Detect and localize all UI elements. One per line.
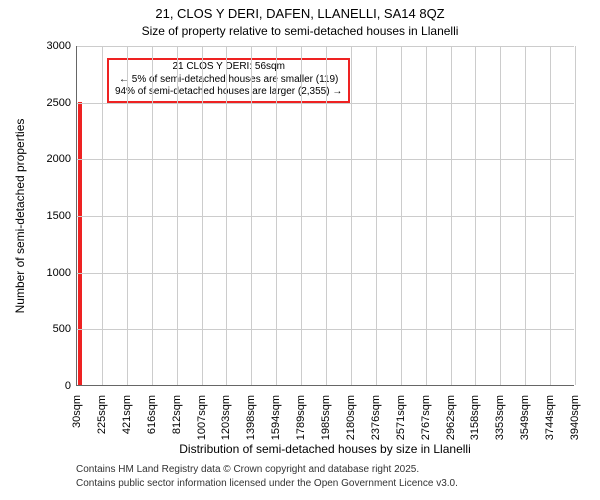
x-tick-label: 2376sqm	[370, 395, 382, 440]
gridline-v	[500, 46, 501, 385]
y-tick-label: 1000	[47, 267, 71, 279]
x-tick-label: 1789sqm	[295, 395, 307, 440]
gridline-v	[475, 46, 476, 385]
gridline-v	[152, 46, 153, 385]
y-tick-label: 2500	[47, 97, 71, 109]
x-tick-label: 3158sqm	[469, 395, 481, 440]
gridline-v	[301, 46, 302, 385]
gridline-v	[251, 46, 252, 385]
gridline-v	[451, 46, 452, 385]
x-tick-label: 421sqm	[121, 395, 133, 434]
gridline-v	[351, 46, 352, 385]
x-tick-label: 1985sqm	[320, 395, 332, 440]
gridline-v	[401, 46, 402, 385]
x-tick-label: 3744sqm	[544, 395, 556, 440]
callout-line2: ← 5% of semi-detached houses are smaller…	[115, 74, 342, 87]
x-tick-label: 616sqm	[146, 395, 158, 434]
x-tick-label: 1007sqm	[196, 395, 208, 440]
x-tick-label: 3940sqm	[569, 395, 581, 440]
gridline-v	[550, 46, 551, 385]
x-tick-label: 30sqm	[71, 395, 83, 428]
x-axis-label: Distribution of semi-detached houses by …	[76, 442, 574, 456]
plot-area: 21 CLOS Y DERI: 56sqm ← 5% of semi-detac…	[76, 46, 574, 386]
gridline-v	[525, 46, 526, 385]
x-tick-label: 2767sqm	[420, 395, 432, 440]
x-tick-label: 1398sqm	[245, 395, 257, 440]
y-axis-label: Number of semi-detached properties	[13, 106, 27, 326]
chart-title-line1: 21, CLOS Y DERI, DAFEN, LLANELLI, SA14 8…	[0, 6, 600, 21]
x-tick-label: 1594sqm	[270, 395, 282, 440]
gridline-v	[326, 46, 327, 385]
y-tick-label: 2000	[47, 153, 71, 165]
gridline-v	[426, 46, 427, 385]
x-tick-label: 3549sqm	[519, 395, 531, 440]
y-tick-label: 0	[65, 380, 71, 392]
y-tick-label: 3000	[47, 40, 71, 52]
callout-line3: 94% of semi-detached houses are larger (…	[115, 86, 342, 99]
footer-line2: Contains public sector information licen…	[76, 478, 458, 489]
gridline-v	[202, 46, 203, 385]
gridline-v	[276, 46, 277, 385]
x-tick-label: 1203sqm	[220, 395, 232, 440]
x-tick-label: 2571sqm	[395, 395, 407, 440]
gridline-v	[127, 46, 128, 385]
gridline-v	[575, 46, 576, 385]
y-tick-label: 1500	[47, 210, 71, 222]
y-tick-label: 500	[53, 323, 71, 335]
x-tick-label: 2180sqm	[345, 395, 357, 440]
callout-line1: 21 CLOS Y DERI: 56sqm	[115, 61, 342, 74]
gridline-v	[376, 46, 377, 385]
x-tick-label: 3353sqm	[494, 395, 506, 440]
chart-title-line2: Size of property relative to semi-detach…	[0, 24, 600, 38]
x-tick-label: 2962sqm	[445, 395, 457, 440]
gridline-v	[177, 46, 178, 385]
chart-container: { "title_line1": "21, CLOS Y DERI, DAFEN…	[0, 0, 600, 500]
gridline-v	[102, 46, 103, 385]
x-tick-label: 812sqm	[171, 395, 183, 434]
footer-line1: Contains HM Land Registry data © Crown c…	[76, 464, 419, 475]
highlight-bar	[78, 102, 82, 385]
gridline-v	[226, 46, 227, 385]
x-tick-label: 225sqm	[96, 395, 108, 434]
callout-box: 21 CLOS Y DERI: 56sqm ← 5% of semi-detac…	[107, 58, 350, 103]
